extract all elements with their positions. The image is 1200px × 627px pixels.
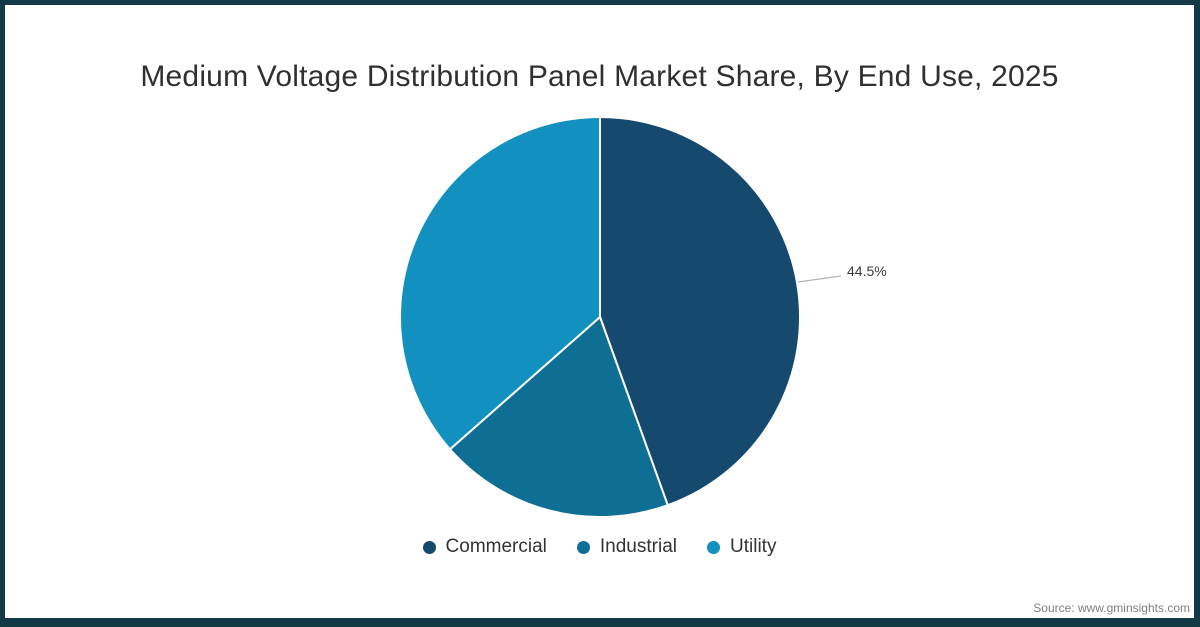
pie-slice-commercial: [599, 116, 802, 507]
legend: Commercial Industrial Utility: [5, 536, 1194, 558]
legend-label-commercial: Commercial: [445, 536, 547, 557]
legend-label-utility: Utility: [730, 536, 777, 557]
utility-legend-marker-icon: [707, 540, 720, 554]
industrial-legend-marker-icon: [576, 540, 590, 554]
legend-item-industrial: Industrial: [576, 536, 677, 558]
chart-title: Medium Voltage Distribution Panel Market…: [140, 60, 1059, 93]
commercial-slice-data-label: 44.5%: [847, 263, 887, 279]
pie-slice-utility: [399, 116, 601, 451]
legend-item-utility: Utility: [707, 536, 776, 558]
commercial-legend-marker-icon: [422, 540, 436, 554]
pie-slice-industrial: [448, 316, 669, 519]
source-attribution: Source: www.gminsights.com: [1033, 601, 1190, 615]
legend-label-industrial: Industrial: [599, 536, 677, 557]
data-label-leader-line: [797, 275, 842, 283]
legend-item-commercial: Commercial: [422, 536, 547, 558]
